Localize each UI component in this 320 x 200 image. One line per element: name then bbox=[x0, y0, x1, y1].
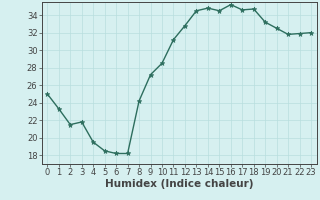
X-axis label: Humidex (Indice chaleur): Humidex (Indice chaleur) bbox=[105, 179, 253, 189]
